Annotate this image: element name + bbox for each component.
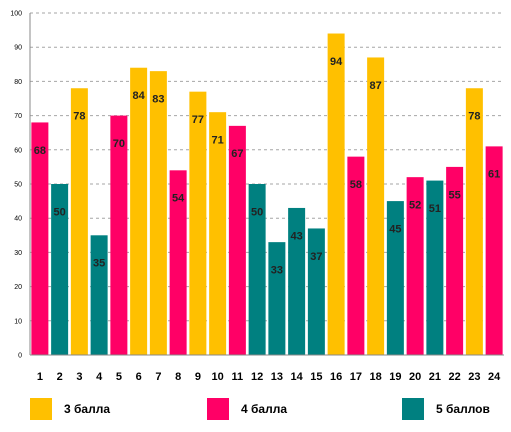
- data-label: 50: [251, 206, 263, 218]
- bar-9: [189, 91, 207, 355]
- data-label: 43: [291, 230, 303, 242]
- data-label: 70: [113, 138, 125, 150]
- legend-swatch-yellow: [30, 398, 52, 420]
- data-label: 87: [370, 80, 382, 92]
- bar-17: [347, 156, 365, 355]
- x-tick-label: 9: [195, 371, 201, 383]
- gridlines: [30, 12, 504, 322]
- x-tick-label: 15: [310, 371, 322, 383]
- bar-3: [70, 88, 88, 356]
- y-tick-label: 90: [14, 45, 22, 52]
- x-tick-label: 24: [488, 371, 501, 383]
- data-label: 68: [34, 145, 46, 157]
- bar-6: [130, 67, 148, 355]
- bar-18: [367, 57, 385, 356]
- x-tick-label: 22: [449, 371, 461, 383]
- x-tick-label: 21: [429, 371, 441, 383]
- data-label: 58: [350, 179, 362, 191]
- bar-19: [386, 201, 404, 355]
- bar-8: [169, 170, 187, 355]
- bar-10: [209, 112, 227, 356]
- bar-21: [426, 180, 444, 355]
- data-label: 52: [409, 200, 421, 212]
- data-label: 55: [449, 189, 461, 201]
- x-tick-label: 23: [468, 371, 480, 383]
- x-tick-label: 20: [409, 371, 421, 383]
- x-tick-label: 13: [271, 371, 283, 383]
- data-label: 51: [429, 203, 441, 215]
- bar-5: [110, 115, 128, 355]
- bar-12: [248, 184, 266, 355]
- bar-13: [268, 242, 286, 355]
- x-tick-label: 17: [350, 371, 362, 383]
- bar-20: [406, 177, 424, 355]
- x-axis-ticks: 1 2 3 4 5 6 7 8 9 10 11 12 13 14 15 16 17 18 19 20 21 22 23 24: [37, 371, 501, 383]
- bar-23: [465, 88, 483, 356]
- bar-24: [485, 146, 503, 355]
- data-label: 45: [389, 223, 401, 235]
- y-tick-label: 70: [14, 113, 22, 120]
- data-label: 71: [212, 135, 224, 147]
- data-label: 78: [73, 111, 85, 123]
- bar-4: [90, 235, 108, 355]
- x-tick-label: 3: [76, 371, 82, 383]
- x-tick-label: 1: [37, 371, 43, 383]
- y-tick-label: 50: [14, 182, 22, 189]
- y-axis-ticks: 0 10 20 30 40 50 60 70 80 90 100: [10, 11, 22, 360]
- data-label: 61: [488, 169, 500, 181]
- bar-1: [31, 122, 49, 355]
- y-tick-label: 40: [14, 216, 22, 223]
- bar-11: [228, 125, 246, 355]
- legend-item-4-balla: 4 балла: [207, 398, 287, 420]
- x-tick-label: 8: [175, 371, 181, 383]
- bars: [31, 33, 503, 356]
- y-tick-label: 80: [14, 79, 22, 86]
- legend-swatch-teal: [402, 398, 424, 420]
- data-label: 94: [330, 56, 343, 68]
- bar-15: [307, 228, 325, 355]
- bar-22: [446, 166, 464, 355]
- bar-2: [51, 184, 69, 355]
- x-tick-label: 11: [232, 371, 244, 383]
- data-label: 84: [133, 90, 146, 102]
- data-label: 50: [54, 206, 66, 218]
- data-label: 78: [468, 111, 480, 123]
- x-tick-label: 10: [212, 371, 224, 383]
- legend-swatch-pink: [207, 398, 229, 420]
- bar-16: [327, 33, 345, 356]
- bar-14: [288, 207, 306, 355]
- data-label: 37: [310, 251, 322, 263]
- data-labels: 68 50 78 35 70 84 83 54 77 71 67 50 33 43 37 94 58 87 45 52…: [34, 56, 501, 277]
- y-tick-label: 60: [14, 147, 22, 154]
- legend-item-5-ballov: 5 баллов: [402, 398, 490, 420]
- x-tick-label: 14: [291, 371, 304, 383]
- x-tick-label: 6: [136, 371, 142, 383]
- x-tick-label: 4: [96, 371, 103, 383]
- y-tick-label: 10: [14, 318, 22, 325]
- x-tick-label: 12: [251, 371, 263, 383]
- x-tick-label: 19: [389, 371, 401, 383]
- x-tick-label: 5: [116, 371, 122, 383]
- y-tick-label: 30: [14, 250, 22, 257]
- legend-label: 4 балла: [241, 402, 288, 416]
- y-tick-label: 20: [14, 284, 22, 291]
- data-label: 35: [93, 258, 105, 270]
- data-label: 67: [231, 148, 243, 160]
- x-tick-label: 16: [330, 371, 342, 383]
- bar-7: [149, 71, 167, 355]
- y-tick-label: 0: [18, 353, 22, 360]
- data-label: 33: [271, 265, 283, 277]
- data-label: 83: [152, 94, 164, 106]
- legend-label: 5 баллов: [436, 402, 490, 416]
- x-tick-label: 7: [155, 371, 161, 383]
- legend-label: 3 балла: [64, 402, 111, 416]
- x-tick-label: 18: [370, 371, 382, 383]
- x-tick-label: 2: [57, 371, 63, 383]
- legend-item-3-balla: 3 балла: [30, 398, 110, 420]
- data-label: 77: [192, 114, 204, 126]
- data-label: 54: [172, 193, 185, 205]
- y-tick-label: 100: [10, 11, 22, 18]
